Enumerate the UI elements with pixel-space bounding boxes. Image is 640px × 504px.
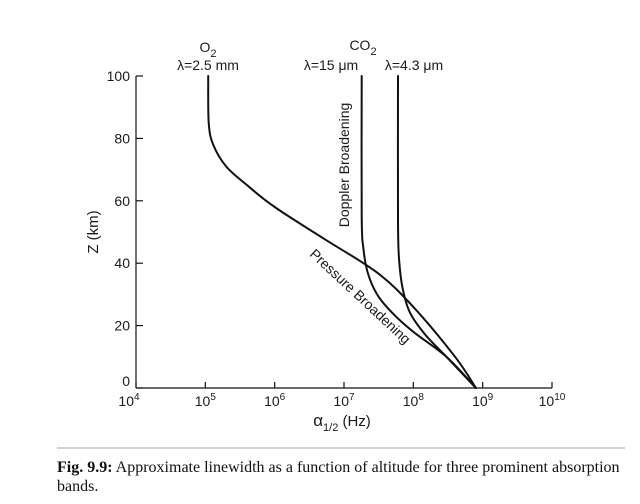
o2-molecule-subscript: 2 [210, 48, 216, 60]
o2-curve [207, 75, 477, 389]
x-tick-label: 106 [264, 392, 286, 409]
caption-label: Fig. 9.9: [57, 459, 113, 476]
chart-axes: 104 105 106 107 108 109 1010 0 20 40 60 80 100 [107, 68, 566, 409]
y-tick-label: 20 [114, 318, 130, 334]
doppler-broadening-annotation: Doppler Broadening [336, 103, 352, 228]
series-group [207, 75, 477, 389]
series-label-o2: O2 λ=2.5 mm [177, 39, 239, 73]
y-tick-group: 0 20 40 60 80 100 [107, 68, 143, 389]
x-axis-label-main: α [313, 411, 323, 430]
caption-text: Approximate linewidth as a function of a… [57, 459, 620, 495]
svg-text:CO2: CO2 [349, 37, 376, 58]
x-tick-label: 109 [472, 392, 494, 409]
x-tick-label: 107 [333, 392, 355, 409]
figure-caption: Fig. 9.9: Approximate linewidth as a fun… [57, 458, 637, 496]
co2-15um-wavelength-label: λ=15 μm [304, 57, 358, 73]
y-tick-label: 0 [122, 373, 130, 389]
x-tick-label: 105 [195, 392, 217, 409]
y-tick-label: 60 [114, 193, 130, 209]
co2-molecule-label: CO [349, 37, 370, 53]
co2-43um-curve [396, 75, 477, 389]
co2-43um-wavelength-label: λ=4.3 μm [385, 57, 443, 73]
x-tick-label: 104 [118, 392, 140, 409]
y-tick-label: 40 [114, 255, 130, 271]
series-label-co2: CO2 λ=15 μm λ=4.3 μm [304, 37, 443, 73]
co2-molecule-subscript: 2 [370, 46, 376, 58]
x-axis-label-subscript: 1/2 [323, 422, 338, 434]
co2-15um-curve [360, 75, 477, 389]
x-tick-label: 1010 [539, 392, 566, 409]
y-axis-label: Z (km) [85, 210, 102, 253]
x-axis-label: α1/2 (Hz) [313, 411, 371, 434]
o2-wavelength-label: λ=2.5 mm [177, 57, 239, 73]
y-tick-label: 80 [114, 130, 130, 146]
x-axis-label-unit: (Hz) [338, 413, 371, 430]
svg-text:O2: O2 [199, 39, 216, 60]
y-tick-label: 100 [107, 68, 131, 84]
x-tick-group: 104 105 106 107 108 109 1010 [118, 382, 566, 409]
x-tick-label: 108 [403, 392, 425, 409]
o2-molecule-label: O [199, 39, 210, 55]
